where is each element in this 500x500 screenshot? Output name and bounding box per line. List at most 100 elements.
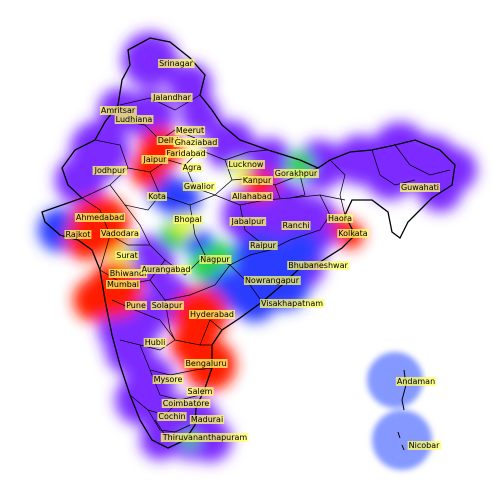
city-name: Surat xyxy=(116,251,137,260)
city-name: Kolkata xyxy=(338,229,367,238)
city-name: Salem xyxy=(188,387,213,396)
city-label-solapur: Solapur xyxy=(150,301,184,310)
nicobar-halo xyxy=(372,410,432,470)
city-name: Lucknow xyxy=(229,160,264,169)
city-name: Visakhapatnam xyxy=(261,299,323,308)
city-label-bg xyxy=(243,276,301,285)
city-name: Aurangabad xyxy=(142,265,191,274)
city-label-bg xyxy=(143,338,167,347)
city-label-nicobar: Nicobar xyxy=(407,441,442,450)
city-label-bg xyxy=(140,265,192,274)
city-name: Bengaluru xyxy=(185,359,226,368)
city-label-nowrangapur: Nowrangapur xyxy=(243,276,301,285)
city-name: Ahmedabad xyxy=(76,213,124,222)
nicobar-outline xyxy=(397,431,405,451)
city-label-bg xyxy=(64,230,92,239)
city-label-coimbatore: Coimbatore xyxy=(161,399,211,408)
city-label-bg xyxy=(165,149,207,158)
city-label-mumbai: Mumbai xyxy=(106,280,140,289)
city-name: Jabalpur xyxy=(231,217,266,226)
heat-blob-purple xyxy=(180,95,220,135)
city-label-bg xyxy=(108,269,148,278)
city-name: Ghaziabad xyxy=(175,138,218,147)
city-label-bg xyxy=(152,375,184,384)
city-label-guwahati: Guwahati xyxy=(399,183,441,192)
city-name: Hyderabad xyxy=(190,310,234,319)
city-label-bg xyxy=(337,229,369,238)
city-name: Gorakhpur xyxy=(275,169,318,178)
city-label-salem: Salem xyxy=(186,387,214,396)
city-label-nagpur: Nagpur xyxy=(199,255,232,264)
city-label-bg xyxy=(273,169,319,178)
city-name: Solapur xyxy=(152,301,183,310)
city-label-bg xyxy=(186,387,214,396)
city-name: Allahabad xyxy=(232,192,272,201)
heat-blob-purple xyxy=(140,420,180,460)
city-label-bg xyxy=(173,215,203,224)
city-label-lucknow: Lucknow xyxy=(227,160,265,169)
city-name: Mumbai xyxy=(107,280,139,289)
city-label-gorakhpur: Gorakhpur xyxy=(273,169,319,178)
andaman-halo xyxy=(367,352,423,408)
city-name: Ludhiana xyxy=(116,115,153,124)
city-label-bg xyxy=(74,213,126,222)
heat-blob-purple xyxy=(205,120,255,170)
city-label-andaman: Andaman xyxy=(395,377,437,386)
city-label-bg xyxy=(182,182,216,191)
city-name: Jalandhar xyxy=(152,93,192,102)
city-label-bg xyxy=(92,166,128,175)
city-label-visakhapatnam: Visakhapatnam xyxy=(259,299,325,308)
city-label-ghaziabad: Ghaziabad xyxy=(173,138,219,147)
city-label-raipur: Raipur xyxy=(249,241,278,250)
city-label-pune: Pune xyxy=(125,301,147,310)
city-name: Bhopal xyxy=(174,215,202,224)
city-name: Hubli xyxy=(145,338,166,347)
city-name: Guwahati xyxy=(401,183,439,192)
city-name: Delhi xyxy=(158,136,179,145)
city-label-bg xyxy=(249,241,278,250)
city-name: Nowrangapur xyxy=(245,276,300,285)
city-name: Raipur xyxy=(250,241,277,250)
city-label-bg xyxy=(151,93,193,102)
city-label-jodhpur: Jodhpur xyxy=(92,166,128,175)
city-label-amritsar: Amritsar xyxy=(99,106,137,115)
city-label-bg xyxy=(147,192,167,201)
city-label-bhiwandi: Bhiwandi xyxy=(108,269,148,278)
city-label-allahabad: Allahabad xyxy=(231,192,273,201)
city-name: Andaman xyxy=(397,377,435,386)
city-label-bg xyxy=(326,214,354,223)
city-name: Faridabad xyxy=(166,149,205,158)
city-label-bhopal: Bhopal xyxy=(173,215,203,224)
city-label-bg xyxy=(141,155,169,164)
city-label-bg xyxy=(181,163,203,172)
city-label-jabalpur: Jabalpur xyxy=(229,217,267,226)
city-name: Vadodara xyxy=(101,229,139,238)
island-halo-layer xyxy=(367,352,432,470)
city-name: Amritsar xyxy=(101,106,136,115)
city-label-ranchi: Ranchi xyxy=(281,221,311,230)
city-label-bg xyxy=(100,229,141,238)
city-label-bg xyxy=(173,138,219,147)
city-name: Rajkot xyxy=(66,230,91,239)
city-label-madurai: Madurai xyxy=(189,415,225,424)
city-label-srinagar: Srinagar xyxy=(158,59,195,68)
city-label-bg xyxy=(125,301,147,310)
city-name: Madurai xyxy=(191,415,223,424)
city-label-bg xyxy=(407,441,442,450)
city-label-meerut: Meerut xyxy=(174,126,206,135)
city-label-bg xyxy=(174,126,206,135)
city-name: Jodhpur xyxy=(94,166,127,175)
city-label-bhubaneshwar: Bhubaneshwar xyxy=(287,261,350,270)
city-label-bg xyxy=(241,176,273,185)
city-label-bg xyxy=(160,433,249,442)
city-label-bg xyxy=(157,412,187,421)
city-label-haora: Haora xyxy=(326,214,354,223)
heat-blob-purple xyxy=(55,155,105,205)
heat-blob-red xyxy=(73,278,117,322)
heat-blob-red xyxy=(65,220,105,260)
city-label-bg xyxy=(227,160,265,169)
city-label-vadodara: Vadodara xyxy=(100,229,141,238)
city-label-kota: Kota xyxy=(147,192,167,201)
